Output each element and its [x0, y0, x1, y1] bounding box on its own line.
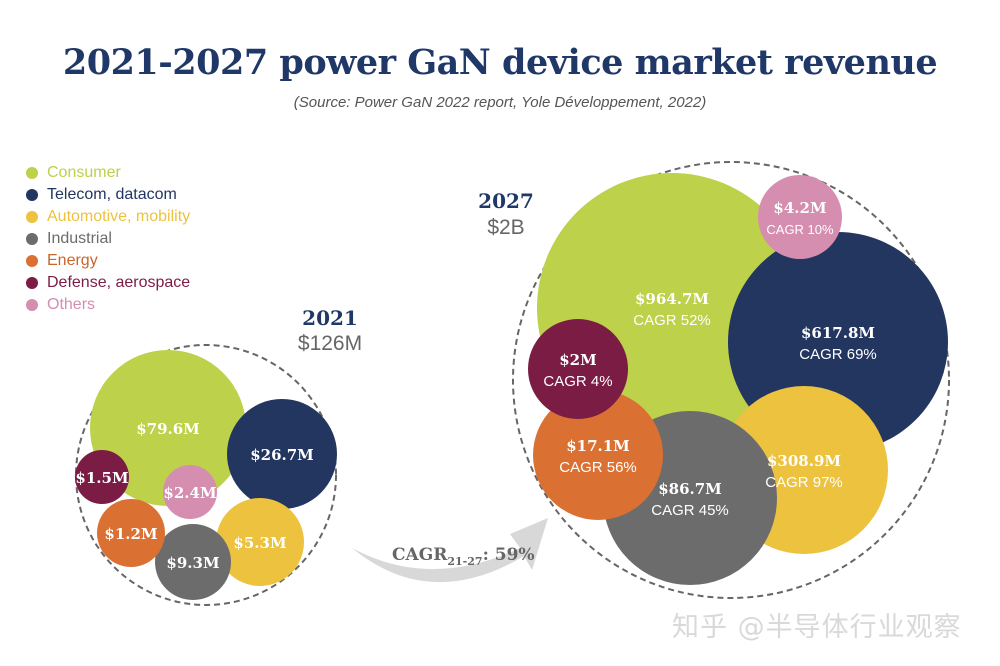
value-label: $308.9M: [767, 452, 841, 470]
legend-item: Defense, aerospace: [26, 272, 190, 294]
legend-item: Automotive, mobility: [26, 206, 190, 228]
cagr-label: CAGR 52%: [633, 312, 711, 329]
bubble-2021-4: [97, 499, 165, 567]
cagr-label: CAGR 56%: [559, 459, 637, 476]
legend-swatch: [26, 189, 38, 201]
cagr-label: CAGR 97%: [765, 474, 843, 491]
bubble-2021-6: [163, 465, 217, 519]
legend-label: Telecom, datacom: [47, 186, 177, 203]
value-label: $86.7M: [658, 480, 722, 498]
cagr-label: CAGR 45%: [651, 502, 729, 519]
value-label: $1.5M: [75, 469, 128, 487]
bubble-2021-2: [216, 498, 304, 586]
legend-item: Others: [26, 294, 190, 316]
bubble-2021-1: [227, 399, 337, 509]
value-label: $26.7M: [250, 446, 314, 464]
bubble-2027-6: [758, 175, 842, 259]
value-label: $964.7M: [635, 290, 709, 308]
legend-swatch: [26, 233, 38, 245]
overall-cagr-label: CAGR21-27: 59%: [392, 545, 535, 568]
chart-subtitle: (Source: Power GaN 2022 report, Yole Dév…: [293, 94, 707, 111]
legend-label: Others: [47, 296, 96, 313]
value-label: $1.2M: [104, 525, 157, 543]
legend-swatch: [26, 299, 38, 311]
year-label-2027: 2027: [478, 189, 534, 213]
bubble-2021-5: [75, 450, 129, 504]
total-outline-2027: [512, 161, 950, 599]
legend-item: Consumer: [26, 162, 190, 184]
legend-label: Consumer: [47, 164, 121, 181]
bubble-2021-0: [90, 350, 246, 506]
value-label: $2.4M: [163, 484, 216, 502]
value-label: $17.1M: [566, 437, 630, 455]
bubbles-2021: $79.6M $26.7M $5.3M $9.3M $1.2M $1.5M $2.4M: [75, 344, 337, 606]
total-outline-2021: [75, 344, 337, 606]
legend-label: Industrial: [47, 230, 112, 247]
value-label: $617.8M: [801, 324, 875, 342]
bubble-2021-3: [155, 524, 231, 600]
bubble-2027-4: [533, 390, 663, 520]
legend-swatch: [26, 167, 38, 179]
value-label: $9.3M: [166, 554, 219, 572]
legend-item: Telecom, datacom: [26, 184, 190, 206]
value-label: $4.2M: [773, 199, 826, 217]
cagr-label: CAGR 69%: [799, 346, 877, 363]
cagr-label: CAGR 4%: [543, 373, 612, 390]
bubble-2027-5: [528, 319, 628, 419]
watermark: 知乎 @半导体行业观察: [672, 612, 962, 643]
legend-item: Energy: [26, 250, 190, 272]
legend-swatch: [26, 277, 38, 289]
value-label: $5.3M: [233, 534, 286, 552]
legend-label: Energy: [47, 252, 98, 269]
cagr-label: CAGR 10%: [766, 222, 834, 237]
growth-arrow: [352, 518, 548, 583]
year-label-2021: 2021: [302, 306, 358, 330]
chart-title: 2021-2027 power GaN device market revenu…: [62, 42, 938, 83]
total-2027: $2B: [487, 216, 524, 239]
bubbles-2027: $964.7M CAGR 52% $617.8M CAGR 69% $308.9M CAG…: [512, 161, 950, 599]
legend: Consumer Telecom, datacom Automotive, mobi…: [26, 162, 190, 316]
legend-item: Industrial: [26, 228, 190, 250]
legend-label: Automotive, mobility: [47, 208, 191, 225]
value-label: $2M: [559, 351, 596, 369]
total-2021: $126M: [298, 332, 362, 355]
value-label: $79.6M: [136, 420, 200, 438]
legend-label: Defense, aerospace: [47, 274, 191, 291]
legend-swatch: [26, 211, 38, 223]
legend-swatch: [26, 255, 38, 267]
